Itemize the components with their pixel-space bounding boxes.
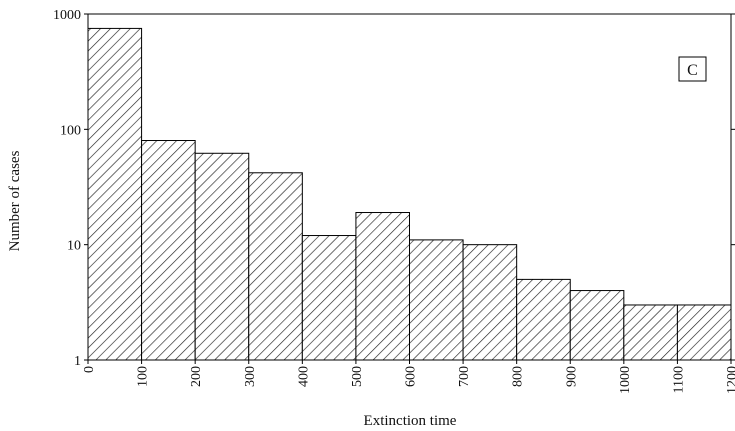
panel-label-box bbox=[678, 56, 707, 82]
x-tick-label: 1200 bbox=[725, 366, 735, 394]
y-tick-label: 1 bbox=[74, 354, 81, 369]
panel-label: C bbox=[678, 56, 707, 82]
panel-label-text: C bbox=[687, 62, 698, 79]
bar bbox=[462, 244, 518, 361]
x-tick-label: 100 bbox=[136, 366, 151, 387]
x-tick-label: 900 bbox=[564, 366, 579, 387]
bar bbox=[623, 304, 678, 361]
x-tick-label: 400 bbox=[296, 366, 311, 387]
bar bbox=[87, 27, 143, 361]
x-tick-label: 0 bbox=[82, 366, 97, 373]
y-axis-title: Number of cases bbox=[7, 150, 23, 251]
x-tick-label: 800 bbox=[511, 366, 526, 387]
bar bbox=[409, 239, 464, 361]
y-tick-label: 1000 bbox=[53, 8, 81, 23]
x-tick-label: 600 bbox=[404, 366, 419, 387]
bar bbox=[141, 140, 196, 361]
bar bbox=[194, 152, 250, 361]
axes-layer: 1 10 100 1000 0 100 200 300 400 500 600 700 800 900 10… bbox=[53, 8, 735, 394]
y-tick-label: 10 bbox=[67, 239, 81, 254]
bar bbox=[355, 212, 410, 361]
bar bbox=[248, 172, 303, 361]
x-tick-label: 700 bbox=[457, 366, 472, 387]
x-tick-label: 200 bbox=[189, 366, 204, 387]
x-tick-label: 1000 bbox=[618, 366, 633, 394]
x-tick-label: 500 bbox=[350, 366, 365, 387]
bar bbox=[516, 278, 571, 361]
y-tick-label: 100 bbox=[60, 123, 81, 138]
x-tick-label: 1100 bbox=[671, 366, 686, 393]
x-axis-title: Extinction time bbox=[364, 413, 457, 429]
bars-layer bbox=[87, 27, 732, 361]
x-tick-label: 300 bbox=[243, 366, 258, 387]
bar bbox=[569, 290, 625, 361]
bar bbox=[301, 235, 357, 361]
bar bbox=[676, 304, 732, 361]
